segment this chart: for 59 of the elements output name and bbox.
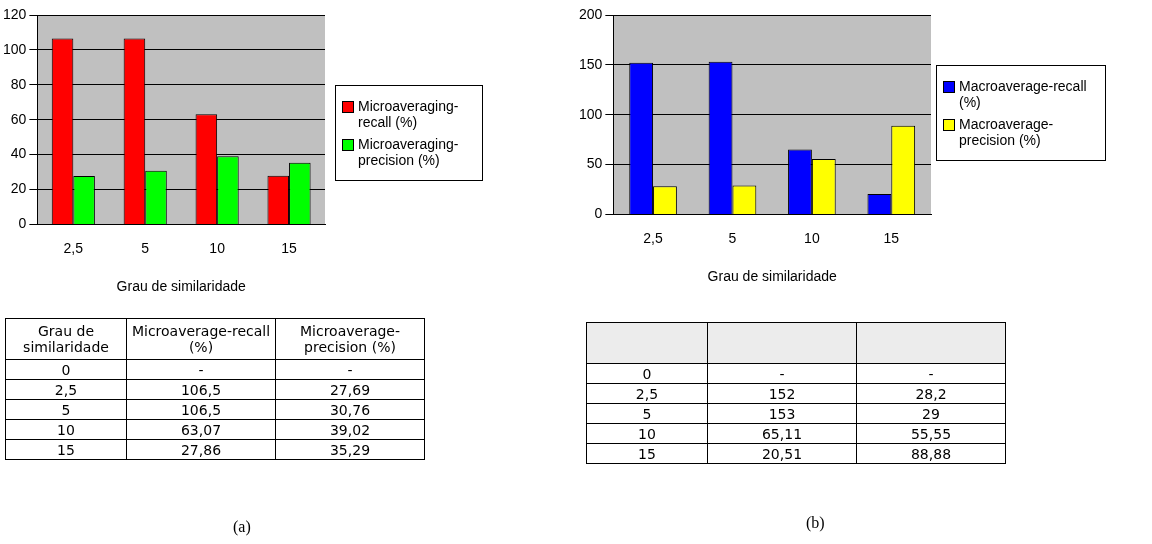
text: - bbox=[856, 363, 1006, 384]
category-label: 2,5 bbox=[635, 385, 659, 402]
category-label: 15 bbox=[57, 441, 75, 458]
x-axis-title: Grau de similaridade bbox=[116, 278, 246, 295]
y-tick-label: 100 bbox=[579, 105, 603, 122]
x-tick-label: 5 bbox=[728, 229, 737, 246]
text: Microaverage-precision (%) bbox=[275, 318, 425, 360]
x-tick-label: 2,5 bbox=[63, 239, 84, 256]
x-tick-label: 10 bbox=[804, 229, 820, 246]
text: 39,02 bbox=[275, 419, 425, 440]
x-tick-label: 5 bbox=[141, 239, 150, 256]
text: 153 bbox=[707, 403, 857, 424]
y-tick-label: 50 bbox=[586, 155, 603, 172]
x-tick-label: 10 bbox=[209, 239, 226, 256]
category-label: 15 bbox=[638, 445, 656, 462]
text: 88,88 bbox=[856, 443, 1006, 464]
text: 63,07 bbox=[126, 419, 276, 440]
y-tick-label: 20 bbox=[10, 180, 27, 197]
text: 35,29 bbox=[275, 439, 425, 460]
y-tick-label: 200 bbox=[579, 5, 603, 22]
text: 27,69 bbox=[275, 379, 425, 400]
text: 20,51 bbox=[707, 443, 857, 464]
text: 27,86 bbox=[126, 439, 276, 460]
y-tick-label: 0 bbox=[18, 215, 27, 232]
category-label: 10 bbox=[638, 425, 656, 442]
y-tick-label: 60 bbox=[10, 110, 27, 127]
text: - bbox=[275, 359, 425, 380]
y-tick-label: 80 bbox=[10, 75, 27, 92]
text: 29 bbox=[856, 403, 1006, 424]
text: 65,11 bbox=[707, 423, 857, 444]
y-tick-label: 120 bbox=[3, 5, 27, 22]
x-tick-label: 15 bbox=[281, 239, 298, 256]
legend-label: Macroaverage-recall (%) bbox=[959, 78, 1088, 110]
text: Grau de similaridade bbox=[5, 318, 127, 360]
y-tick-label: 100 bbox=[3, 40, 27, 57]
category-label: 10 bbox=[57, 421, 75, 438]
text: Microaverage-recall (%) bbox=[126, 318, 276, 360]
text: 55,55 bbox=[856, 423, 1006, 444]
legend-label: Macroaverage-precision (%) bbox=[959, 116, 1055, 148]
x-tick-label: 15 bbox=[883, 229, 900, 246]
legend-label: Microaveraging-precision (%) bbox=[358, 136, 460, 168]
text: 106,5 bbox=[126, 399, 276, 420]
y-tick-label: 150 bbox=[579, 55, 603, 72]
text: - bbox=[126, 359, 276, 380]
category-label: 2,5 bbox=[54, 381, 78, 398]
text: (a) bbox=[233, 518, 251, 536]
text: - bbox=[707, 363, 857, 384]
text: 28,2 bbox=[856, 383, 1006, 404]
text: 106,5 bbox=[126, 379, 276, 400]
text: (b) bbox=[806, 514, 825, 532]
x-axis-title: Grau de similaridade bbox=[707, 268, 837, 285]
x-tick-label: 2,5 bbox=[643, 229, 664, 246]
category-label: 5 bbox=[642, 405, 652, 422]
category-label: 5 bbox=[61, 401, 71, 418]
y-tick-label: 40 bbox=[10, 145, 27, 162]
legend-label: Microaveraging-recall (%) bbox=[358, 98, 460, 130]
text: 152 bbox=[707, 383, 857, 404]
text: 30,76 bbox=[275, 399, 425, 420]
y-tick-label: 0 bbox=[594, 205, 603, 222]
